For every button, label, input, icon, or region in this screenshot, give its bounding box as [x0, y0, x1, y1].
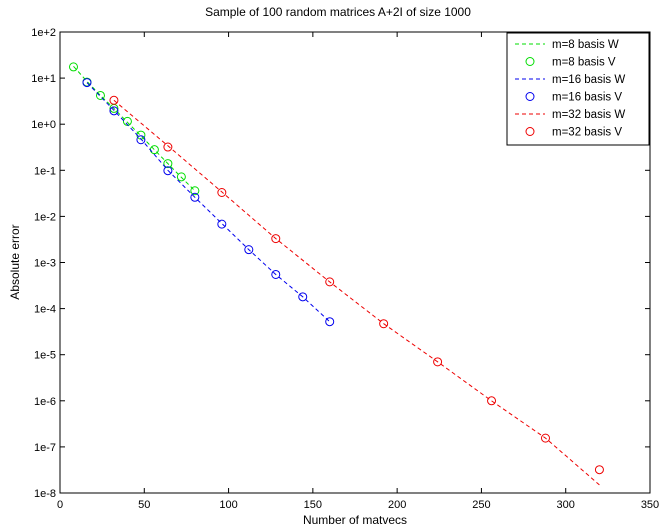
data-point [163, 159, 173, 169]
data-point [122, 116, 132, 126]
data-point [190, 192, 200, 202]
data-point [163, 142, 173, 152]
data-point [298, 292, 308, 302]
data-point [271, 269, 281, 279]
y-tick-label: 1e+1 [31, 73, 56, 85]
y-tick-label: 1e-6 [34, 396, 56, 408]
y-tick-label: 1e-5 [34, 350, 56, 362]
legend-swatch-circle [525, 127, 535, 136]
data-point [109, 95, 119, 105]
chart-title: Sample of 100 random matrices A+2I of si… [205, 5, 471, 19]
data-point [540, 433, 550, 443]
legend: m=8 basis W m=8 basis V m=16 basis W m=16 b… [506, 32, 650, 146]
legend-label: m=32 basis V [552, 127, 622, 139]
data-point [271, 234, 281, 244]
legend-box [506, 32, 650, 146]
x-tick-label: 350 [641, 499, 659, 511]
y-tick-label: 1e-8 [34, 488, 56, 500]
data-point [176, 172, 186, 182]
data-point [325, 277, 335, 287]
x-tick-label: 200 [388, 499, 406, 511]
y-tick-label: 1e-4 [34, 304, 56, 316]
y-tick-label: 1e+0 [31, 119, 56, 131]
y-tick-label: 1e+2 [31, 27, 56, 39]
x-tick-label: 250 [472, 499, 490, 511]
y-tick-label: 1e-3 [34, 258, 56, 270]
x-axis-title: Number of matvecs [303, 513, 407, 527]
series-line [86, 82, 331, 323]
x-tick-label: 0 [57, 499, 63, 511]
data-point [487, 396, 497, 406]
series-line [113, 99, 600, 486]
y-axis-title: Absolute error [8, 224, 22, 299]
legend-swatch-circle [525, 57, 535, 66]
legend-label: m=32 basis W [552, 109, 625, 121]
x-tick-label: 50 [138, 499, 150, 511]
data-point [379, 319, 389, 329]
legend-label: m=8 basis V [552, 57, 616, 69]
data-point [136, 135, 146, 145]
legend-label: m=16 basis W [552, 74, 625, 86]
x-tick-label: 100 [219, 499, 237, 511]
data-point [433, 357, 443, 367]
y-tick-label: 1e-2 [34, 211, 56, 223]
data-point [95, 90, 105, 100]
data-point [68, 62, 78, 72]
series-layer [68, 62, 604, 486]
data-point [163, 166, 173, 176]
data-point [217, 219, 227, 229]
legend-label: m=8 basis W [552, 39, 619, 51]
data-point [82, 78, 92, 88]
axis-ticks: 0 50 100 150 200 250 300 350 1e-8 1e-7 1e-6 1e-5 1e-… [31, 27, 659, 511]
data-point [217, 187, 227, 197]
x-tick-label: 300 [557, 499, 575, 511]
data-point [244, 245, 254, 255]
legend-swatch-circle [525, 92, 535, 101]
x-tick-label: 150 [304, 499, 322, 511]
y-tick-label: 1e-1 [34, 165, 56, 177]
y-tick-label: 1e-7 [34, 442, 56, 454]
series-line [73, 65, 196, 192]
data-point [594, 465, 604, 475]
data-point [325, 317, 335, 327]
legend-label: m=16 basis V [552, 92, 622, 104]
data-point [190, 186, 200, 196]
data-point [109, 106, 119, 116]
